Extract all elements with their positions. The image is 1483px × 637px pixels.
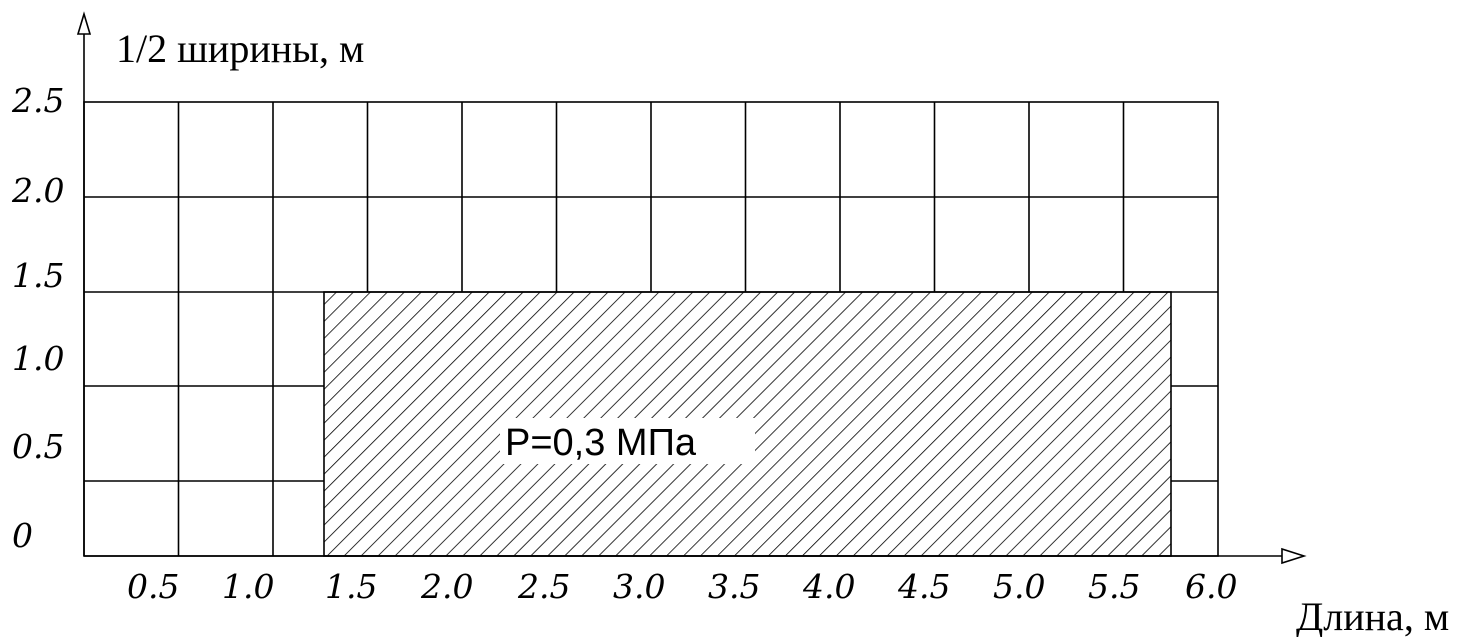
x-tick-label: 4.0 [802,567,855,606]
load-label-background [500,418,755,464]
x-axis-title: Длина, м [1296,594,1449,637]
axes [76,11,1307,565]
x-tick-label: 5.5 [1088,567,1140,606]
y-tick-label: 1.5 [12,256,64,295]
y-tick-label: 0.5 [12,427,64,466]
x-tick-label: 2.5 [517,567,570,606]
x-tick-label: 4.5 [897,567,950,606]
x-tick-label: 1.5 [325,567,377,606]
x-tick-label: 0.5 [127,567,179,606]
y-tick-label: 1.0 [12,339,64,378]
x-tick-label: 2.0 [420,567,473,606]
y-axis-arrow [76,11,92,35]
x-tick-label: 5.0 [993,567,1045,606]
y-tick-label: 0 [12,516,33,555]
load-label: P=0,3 МПа [505,422,697,464]
x-tick-label: 3.0 [613,567,665,606]
y-tick-labels: 2.5 2.0 1.5 1.0 0.5 0 [11,81,64,555]
x-tick-labels: 0.5 1.0 1.5 2.0 2.5 3.0 3.5 4.0 4.5 5.0 … [127,567,1237,606]
x-tick-label: 1.0 [222,567,274,606]
y-tick-label: 2.5 [11,81,64,120]
x-axis-arrow [1281,547,1307,565]
x-tick-label: 6.0 [1185,567,1237,606]
y-tick-label: 2.0 [11,171,64,210]
y-axis-title: 1/2 ширины, м [116,26,364,71]
x-tick-label: 3.5 [708,567,760,606]
